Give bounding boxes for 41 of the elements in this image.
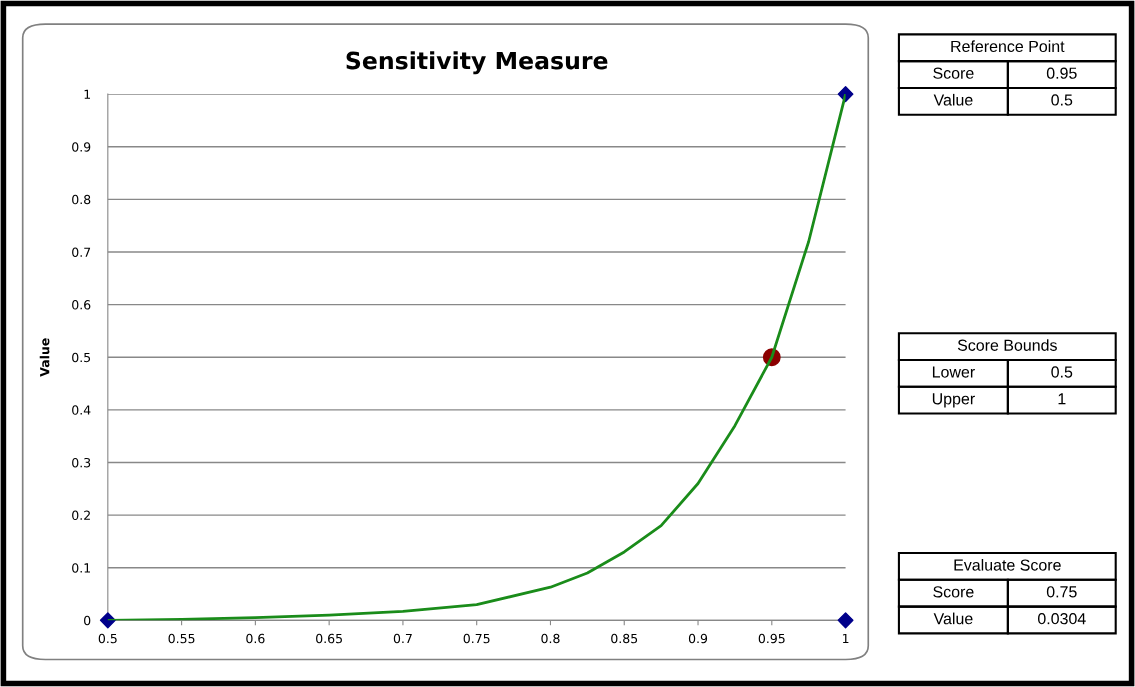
text: 1 — [1058, 393, 1066, 405]
text: Value — [933, 612, 973, 625]
y-tick-label: 0.1 — [72, 563, 90, 573]
x-tick-label: 0.7 — [393, 633, 412, 644]
y-tick-label: 0 — [84, 615, 91, 626]
text: 0.0304 — [1037, 612, 1086, 625]
text: Score Bounds — [957, 339, 1057, 351]
text: Score — [933, 586, 974, 598]
y-tick-label: 0.8 — [72, 194, 91, 205]
text: 0.5 — [1051, 366, 1073, 378]
x-tick-label: 0.6 — [246, 633, 265, 644]
x-tick-label: 0.9 — [688, 633, 708, 644]
text: 0.75 — [1046, 586, 1077, 598]
x-tick-label: 0.55 — [168, 633, 195, 644]
x-tick-label: 0.95 — [758, 633, 785, 644]
text: Lower — [932, 366, 975, 378]
text: Reference Point — [951, 40, 1065, 53]
y-tick-label: 0.4 — [72, 405, 91, 415]
x-tick-label: 0.5 — [98, 633, 117, 644]
x-tick-label: 0.65 — [316, 633, 342, 644]
text: 0.95 — [1046, 67, 1077, 79]
y-tick-label: 0.2 — [72, 510, 90, 521]
x-tick-label: 0.75 — [463, 633, 490, 644]
text: 0.5 — [1051, 94, 1073, 106]
y-axis-title: Value — [39, 338, 50, 377]
x-tick-label: 0.8 — [541, 633, 560, 644]
y-tick-label: 1 — [84, 89, 90, 99]
y-tick-label: 0.6 — [72, 300, 91, 310]
y-tick-label: 0.9 — [72, 142, 91, 152]
point — [837, 612, 854, 629]
text: Value — [933, 93, 973, 106]
x-tick-label: 1 — [842, 633, 849, 644]
text: Evaluate Score — [954, 558, 1061, 571]
point — [99, 612, 116, 629]
text: Score — [933, 67, 974, 79]
y-tick-label: 0.3 — [72, 457, 91, 468]
text: Upper — [932, 393, 975, 408]
x-tick-label: 0.85 — [611, 633, 638, 644]
y-tick-label: 0.5 — [72, 352, 91, 363]
y-tick-label: 0.7 — [72, 247, 91, 257]
chart-title: Sensitivity Measure — [346, 51, 608, 75]
